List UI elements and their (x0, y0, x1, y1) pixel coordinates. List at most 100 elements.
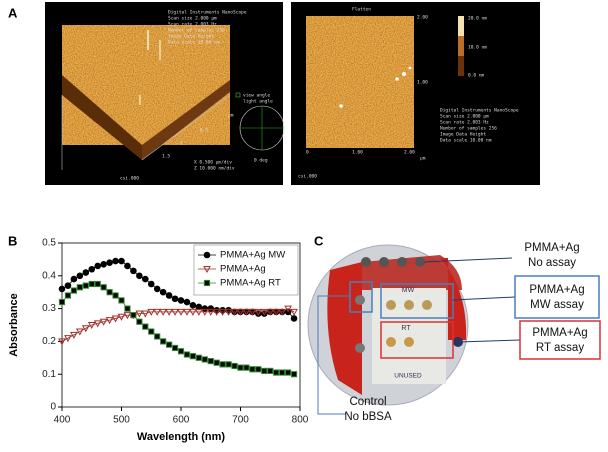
marker (230, 308, 239, 316)
photo-handwriting: RT (401, 325, 411, 332)
marker (260, 308, 269, 316)
well (355, 343, 365, 353)
marker (147, 308, 156, 316)
sensor-photo: MW RT UNUSED PMMA+Ag No assay PMMA+Ag MW… (307, 242, 601, 423)
afm-info: Image Data Height (168, 34, 214, 40)
y-tick-label: 0.3 (42, 303, 56, 314)
marker (93, 320, 102, 328)
afm-particle (339, 104, 343, 108)
marker (278, 308, 286, 316)
well (361, 257, 371, 267)
well (397, 257, 407, 267)
marker (106, 259, 113, 266)
absorbance-chart: Absorbance Wavelength (nm) 0 0.1 0.2 0.3 0.4… (8, 238, 309, 443)
well (386, 337, 396, 347)
afm-info: Number of samples 256 (440, 126, 497, 132)
afm-axis (141, 94, 231, 161)
afm-axis-label: µm (420, 157, 426, 162)
marker (200, 308, 209, 316)
marker (195, 308, 203, 316)
marker (285, 369, 292, 376)
color-scale (458, 16, 464, 36)
annotation: Control (349, 396, 386, 408)
marker (99, 318, 108, 326)
afm-axis-label: 0.5 (200, 128, 208, 134)
series-line (61, 308, 295, 342)
photo-handwriting: UNUSED (394, 373, 422, 380)
marker (124, 262, 131, 270)
afm-file: csi.000 (120, 176, 139, 182)
afm-info: Scan rate 2.003 Hz (440, 120, 489, 126)
marker (76, 328, 84, 336)
marker (111, 315, 120, 323)
afm-scale: X 0.500 µm/div (194, 160, 232, 166)
dial-label: 0 deg (254, 158, 268, 164)
marker (130, 267, 137, 275)
marker (213, 359, 220, 366)
panel-label: C (314, 233, 324, 248)
marker (135, 310, 144, 318)
afm-axis-label: 2.00 (404, 150, 415, 156)
well (355, 295, 365, 305)
marker (219, 361, 226, 368)
afm-axis-label: 1.5 (162, 154, 170, 160)
marker (100, 261, 107, 268)
marker (88, 280, 95, 288)
marker (58, 285, 66, 293)
marker (290, 308, 298, 316)
marker (177, 308, 185, 316)
marker (218, 308, 227, 316)
marker (70, 287, 78, 294)
marker (142, 275, 149, 283)
well (415, 257, 425, 267)
marker (64, 335, 72, 343)
marker (94, 262, 101, 270)
marker (290, 371, 298, 378)
marker (207, 305, 215, 312)
marker (64, 292, 72, 299)
y-tick-label: 0.2 (42, 336, 56, 347)
afm-surface (62, 25, 230, 145)
marker (118, 297, 125, 304)
afm-axis-label: 1 (180, 141, 183, 147)
marker (148, 328, 155, 335)
marker (224, 308, 233, 316)
marker (76, 284, 83, 291)
x-tick-label: 500 (113, 415, 130, 426)
marker (189, 302, 197, 309)
panel-label: A (8, 5, 18, 20)
marker (58, 298, 66, 306)
marker (242, 308, 251, 316)
marker (159, 308, 167, 316)
marker (177, 348, 185, 355)
marker (183, 298, 191, 306)
y-tick-label: 0.5 (42, 238, 56, 249)
x-tick-label: 600 (173, 415, 190, 426)
marker (106, 289, 113, 296)
afm-axis-label: 2.00 (417, 15, 428, 21)
marker (142, 323, 149, 330)
well (404, 300, 414, 310)
legend-box (193, 244, 299, 296)
annotation: No bBSA (344, 411, 392, 423)
afm-info: Digital Instruments NanoScope (440, 108, 519, 114)
marker (206, 308, 215, 316)
annotation: PMMA+Ag (524, 242, 579, 254)
afm-axis-label: 1.00 (352, 150, 363, 156)
afm-axis-label: 1.00 (417, 80, 428, 86)
marker (147, 280, 155, 288)
marker (87, 322, 96, 330)
marker (201, 356, 208, 363)
afm-info: Scan rate 2.003 Hz (168, 22, 217, 28)
marker (136, 272, 143, 280)
afm-surface-side (142, 80, 230, 160)
legend-label: PMMA+Ag MW (220, 250, 285, 261)
marker (195, 354, 202, 361)
marker (203, 266, 211, 274)
callout-box (519, 320, 601, 360)
annotation: PMMA+Ag (529, 284, 584, 296)
marker (183, 351, 191, 358)
x-axis-title: Wavelength (nm) (137, 431, 226, 443)
afm-mode: Flatten (352, 7, 371, 13)
